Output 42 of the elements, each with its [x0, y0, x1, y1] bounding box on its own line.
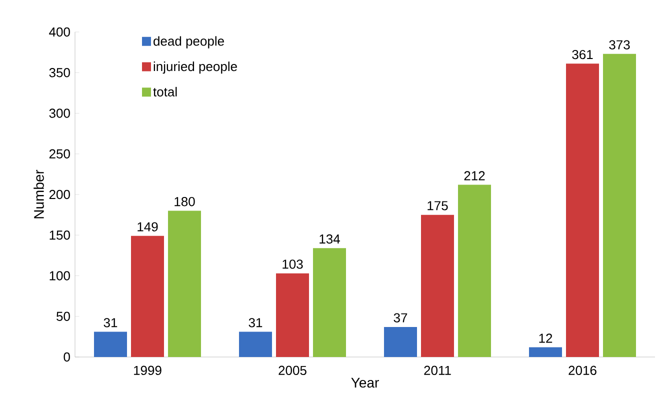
- bar: [421, 214, 454, 357]
- y-tick-label: 400: [49, 27, 70, 37]
- x-tick-label: 2016: [568, 366, 596, 376]
- y-tick-label: 300: [49, 108, 70, 118]
- data-label: 134: [320, 234, 340, 244]
- data-label: 31: [104, 318, 118, 328]
- y-tick-label: 200: [49, 190, 70, 200]
- y-tick-label: 350: [49, 68, 70, 78]
- data-label: 361: [572, 50, 593, 60]
- y-tick-label: 250: [49, 149, 70, 158]
- data-label: 175: [428, 201, 448, 210]
- data-label: 31: [248, 318, 262, 328]
- bar: [529, 347, 562, 357]
- data-label: 373: [609, 40, 630, 50]
- bar: [276, 273, 310, 357]
- y-axis-title: Number: [34, 170, 44, 218]
- bar: [313, 248, 346, 357]
- y-tick-label: 150: [50, 230, 70, 240]
- data-label: 103: [282, 260, 303, 269]
- bar: [384, 326, 418, 357]
- y-tick-label: 50: [56, 312, 70, 321]
- x-tick-label: 2011: [424, 366, 451, 376]
- x-tick-label: 1999: [134, 366, 162, 376]
- data-label: 180: [174, 197, 195, 206]
- bar: [94, 332, 128, 357]
- x-tick-label: 2005: [278, 366, 306, 376]
- bar: [131, 236, 164, 357]
- data-label: 37: [394, 313, 408, 322]
- data-label: 149: [138, 222, 158, 232]
- legend-label: injuried people: [154, 62, 237, 74]
- data-label: 212: [464, 171, 485, 180]
- bar: [566, 64, 600, 357]
- y-tick-label: 100: [50, 271, 70, 280]
- legend-label: dead people: [154, 36, 224, 48]
- y-tick-label: 0: [64, 352, 70, 362]
- x-axis-title: Year: [351, 378, 379, 388]
- bar: [603, 54, 636, 357]
- legend-label: total: [153, 86, 177, 96]
- bar: [458, 184, 492, 357]
- data-label: 12: [539, 334, 552, 343]
- bar: [168, 210, 202, 357]
- bar: [239, 332, 272, 357]
